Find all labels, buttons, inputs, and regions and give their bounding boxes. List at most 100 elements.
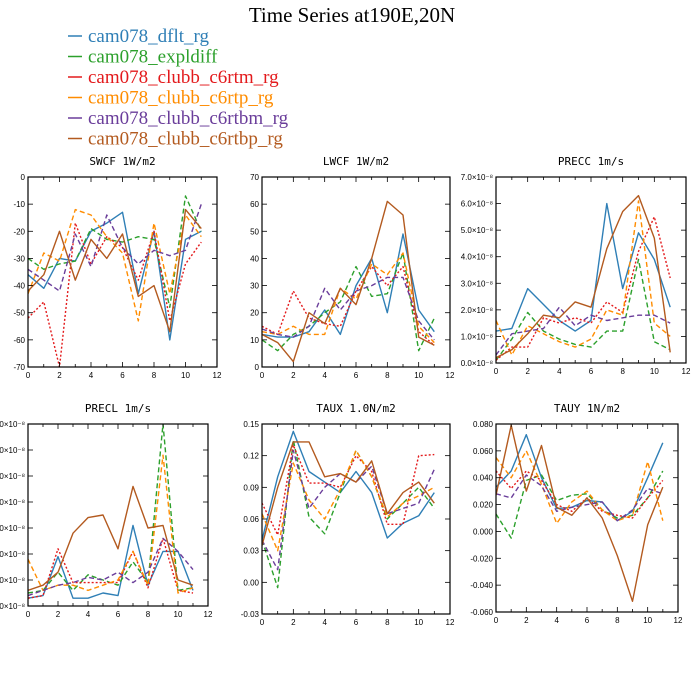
series-line-cam078-clubb-c6rtbp-rg	[28, 208, 202, 333]
legend-label: cam078_expldiff	[88, 47, 218, 68]
series-line-cam078-dflt-rg	[262, 430, 435, 541]
series-line-cam078-clubb-c6rtp-rg	[262, 252, 435, 344]
legend-item-cam078-expldiff: cam078_expldiff	[68, 47, 218, 68]
series-line-cam078-clubb-c6rtp-rg	[262, 449, 435, 552]
series-line-cam078-clubb-c6rtbm-rg	[262, 449, 435, 571]
x-tick-label: 0	[494, 367, 499, 376]
panel-title: PRECC 1m/s	[558, 155, 624, 168]
y-tick-label: 40	[250, 254, 259, 263]
x-tick-label: 10	[414, 371, 423, 380]
series-line-cam078-clubb-c6rtbp-rg	[262, 200, 435, 363]
panel-title: LWCF 1W/m2	[323, 155, 389, 168]
y-tick-label: -0.03	[241, 610, 260, 619]
y-tick-label: 0.03	[243, 547, 259, 556]
y-tick-label: -70	[13, 363, 25, 372]
x-tick-label: 0	[26, 610, 31, 619]
y-tick-label: 0.12	[243, 452, 259, 461]
series-lines	[28, 195, 202, 367]
legend-label: cam078_dflt_rg	[88, 26, 210, 47]
y-tick-label: 0.09	[243, 483, 259, 492]
y-tick-label: 5.0×10⁻⁸	[0, 472, 25, 481]
series-line-cam078-clubb-c6rtbp-rg	[28, 485, 194, 592]
y-tick-label: 10	[250, 336, 259, 345]
legend-item-cam078-dflt-rg: cam078_dflt_rg	[68, 26, 210, 47]
x-tick-label: 10	[174, 610, 183, 619]
series-line-cam078-clubb-c6rtbm-rg	[496, 306, 671, 356]
panel-precl: PRECL 1m/s 0 2 4 6 8 10 12 0.0×10⁻⁸ 1.0×10⁻⁸ 2.0×1…	[0, 402, 213, 619]
series-line-cam078-clubb-c6rtbp-rg	[262, 441, 435, 546]
x-tick-label: 4	[554, 616, 559, 625]
x-tick-label: 2	[56, 610, 61, 619]
y-tick-label: 0.020	[473, 501, 494, 510]
x-tick-label: 6	[120, 371, 125, 380]
y-tick-label: 7.0×10⁻⁸	[461, 173, 493, 182]
x-tick-label: 8	[620, 367, 625, 376]
y-tick-label: 1.0×10⁻⁸	[0, 576, 25, 585]
series-line-cam078-expldiff	[262, 439, 435, 589]
y-tick-label: -10	[13, 200, 25, 209]
x-tick-label: 6	[354, 618, 359, 627]
y-tick-label: 4.0×10⁻⁸	[461, 253, 493, 262]
y-tick-label: -50	[13, 309, 25, 318]
y-tick-label: 2.0×10⁻⁸	[0, 550, 25, 559]
series-line-cam078-expldiff	[496, 258, 671, 361]
plot-frame	[27, 176, 218, 368]
figure-title: Time Series at190E,20N	[249, 3, 455, 27]
y-tick-label: 0.0×10⁻⁸	[461, 359, 493, 368]
series-line-cam078-expldiff	[28, 424, 194, 594]
x-tick-label: 12	[682, 367, 691, 376]
x-tick-label: 6	[589, 367, 594, 376]
legend-label: cam078_clubb_c6rtp_rg	[88, 88, 274, 109]
panels: SWCF 1W/m2 0 2 4 6 8 10 12 0 -10 -20 -30 -40 -50 -60 -7…	[0, 155, 691, 627]
series-line-cam078-clubb-c6rtbp-rg	[496, 424, 664, 602]
series-lines	[496, 424, 664, 602]
series-line-cam078-expldiff	[28, 195, 202, 308]
legend-label: cam078_clubb_c6rtm_rg	[88, 67, 279, 88]
series-line-cam078-clubb-c6rtbp-rg	[496, 194, 671, 359]
y-tick-label: 5.0×10⁻⁸	[461, 226, 493, 235]
x-tick-label: 8	[146, 610, 151, 619]
legend-item-cam078-clubb-c6rtbp-rg: cam078_clubb_c6rtbp_rg	[68, 129, 283, 150]
y-tick-label: 0.060	[473, 447, 494, 456]
series-line-cam078-dflt-rg	[496, 202, 671, 332]
y-tick-label: 3.0×10⁻⁸	[0, 524, 25, 533]
x-tick-label: 2	[291, 371, 296, 380]
y-tick-label: -30	[13, 254, 25, 263]
y-tick-label: 0.0×10⁻⁸	[0, 602, 25, 611]
y-tick-label: 0.15	[243, 420, 259, 429]
x-tick-label: 4	[557, 367, 562, 376]
x-tick-label: 4	[89, 371, 94, 380]
x-tick-label: 8	[385, 618, 390, 627]
series-line-cam078-dflt-rg	[28, 524, 194, 599]
series-line-cam078-clubb-c6rtbm-rg	[28, 537, 194, 597]
series-line-cam078-clubb-c6rtm-rg	[496, 216, 671, 361]
series-lines	[262, 430, 435, 589]
y-tick-label: 70	[250, 173, 259, 182]
series-line-cam078-dflt-rg	[28, 211, 202, 341]
y-tick-label: 20	[250, 309, 259, 318]
series-line-cam078-clubb-c6rtbm-rg	[262, 276, 435, 341]
y-tick-label: 6.0×10⁻⁸	[461, 200, 493, 209]
y-tick-label: 0.040	[473, 474, 494, 483]
series-lines	[262, 200, 435, 363]
x-tick-label: 12	[213, 371, 222, 380]
panel-title: PRECL 1m/s	[85, 402, 151, 415]
panel-title: TAUX 1.0N/m2	[316, 402, 395, 415]
x-tick-label: 12	[446, 618, 455, 627]
x-tick-label: 0	[26, 371, 31, 380]
y-tick-label: 1.0×10⁻⁸	[461, 332, 493, 341]
x-tick-label: 0	[260, 371, 265, 380]
y-tick-label: 4.0×10⁻⁸	[0, 498, 25, 507]
x-tick-label: 8	[385, 371, 390, 380]
x-tick-label: 8	[152, 371, 157, 380]
y-tick-label: 60	[250, 200, 259, 209]
series-line-cam078-clubb-c6rtbm-rg	[28, 203, 202, 292]
y-tick-label: 50	[250, 227, 259, 236]
y-tick-label: 0.000	[473, 527, 494, 536]
y-tick-label: 0	[255, 363, 260, 372]
y-tick-label: -20	[13, 227, 25, 236]
x-tick-label: 2	[524, 616, 529, 625]
series-line-cam078-clubb-c6rtp-rg	[496, 200, 671, 356]
x-tick-label: 0	[494, 616, 499, 625]
